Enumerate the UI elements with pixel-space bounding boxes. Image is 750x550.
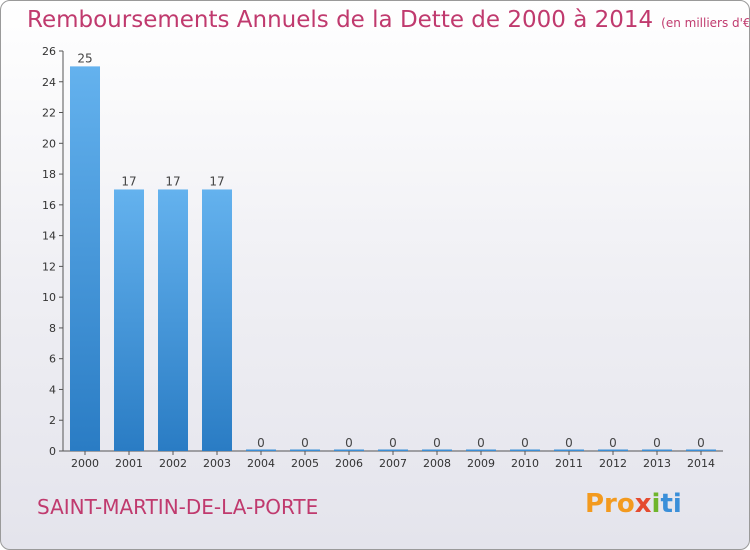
y-tick-label: 8	[49, 322, 56, 335]
bar	[554, 449, 584, 451]
bar-value-label: 0	[257, 436, 265, 450]
bar-value-label: 0	[389, 436, 397, 450]
bar-value-label: 25	[77, 51, 92, 65]
y-tick-label: 2	[49, 414, 56, 427]
bar-value-label: 17	[165, 174, 180, 188]
bar-value-label: 17	[121, 174, 136, 188]
bar-value-label: 0	[433, 436, 441, 450]
y-tick-label: 4	[49, 383, 56, 396]
bar	[290, 449, 320, 451]
y-tick-label: 22	[42, 107, 56, 120]
bar-value-label: 0	[653, 436, 661, 450]
commune-name: SAINT-MARTIN-DE-LA-PORTE	[37, 495, 319, 519]
chart-subtitle: (en milliers d'€)	[661, 16, 750, 30]
x-tick-label: 2013	[643, 457, 671, 470]
bar-value-label: 0	[697, 436, 705, 450]
x-tick-label: 2001	[115, 457, 143, 470]
bar	[114, 189, 144, 451]
x-tick-label: 2005	[291, 457, 319, 470]
x-tick-label: 2000	[71, 457, 99, 470]
y-tick-label: 20	[42, 137, 56, 150]
x-tick-label: 2006	[335, 457, 363, 470]
bar	[466, 449, 496, 451]
bar-value-label: 0	[301, 436, 309, 450]
bar	[202, 189, 232, 451]
bar	[246, 449, 276, 451]
bar-value-label: 0	[345, 436, 353, 450]
x-tick-label: 2008	[423, 457, 451, 470]
x-tick-label: 2007	[379, 457, 407, 470]
bar-value-label: 0	[565, 436, 573, 450]
bar	[598, 449, 628, 451]
y-tick-label: 6	[49, 353, 56, 366]
bar-value-label: 0	[521, 436, 529, 450]
bar-value-label: 0	[477, 436, 485, 450]
x-tick-label: 2014	[687, 457, 715, 470]
proxiti-logo: Proxiti	[585, 489, 682, 519]
bar	[378, 449, 408, 451]
y-tick-label: 24	[42, 76, 56, 89]
x-tick-label: 2002	[159, 457, 187, 470]
bar-value-label: 0	[609, 436, 617, 450]
x-tick-label: 2003	[203, 457, 231, 470]
x-tick-label: 2011	[555, 457, 583, 470]
bar	[510, 449, 540, 451]
y-tick-label: 14	[42, 230, 56, 243]
bar	[70, 66, 100, 451]
bar	[642, 449, 672, 451]
x-tick-label: 2009	[467, 457, 495, 470]
x-tick-label: 2010	[511, 457, 539, 470]
x-tick-label: 2012	[599, 457, 627, 470]
bar	[422, 449, 452, 451]
y-tick-label: 0	[49, 445, 56, 458]
y-tick-label: 10	[42, 291, 56, 304]
y-tick-label: 26	[42, 45, 56, 58]
y-tick-label: 18	[42, 168, 56, 181]
bar	[158, 189, 188, 451]
chart-title: Remboursements Annuels de la Dette de 20…	[27, 7, 750, 33]
x-tick-label: 2004	[247, 457, 275, 470]
chart-title-text: Remboursements Annuels de la Dette de 20…	[27, 7, 654, 33]
bar	[686, 449, 716, 451]
bar-value-label: 17	[209, 174, 224, 188]
y-tick-label: 16	[42, 199, 56, 212]
y-tick-label: 12	[42, 260, 56, 273]
bar	[334, 449, 364, 451]
